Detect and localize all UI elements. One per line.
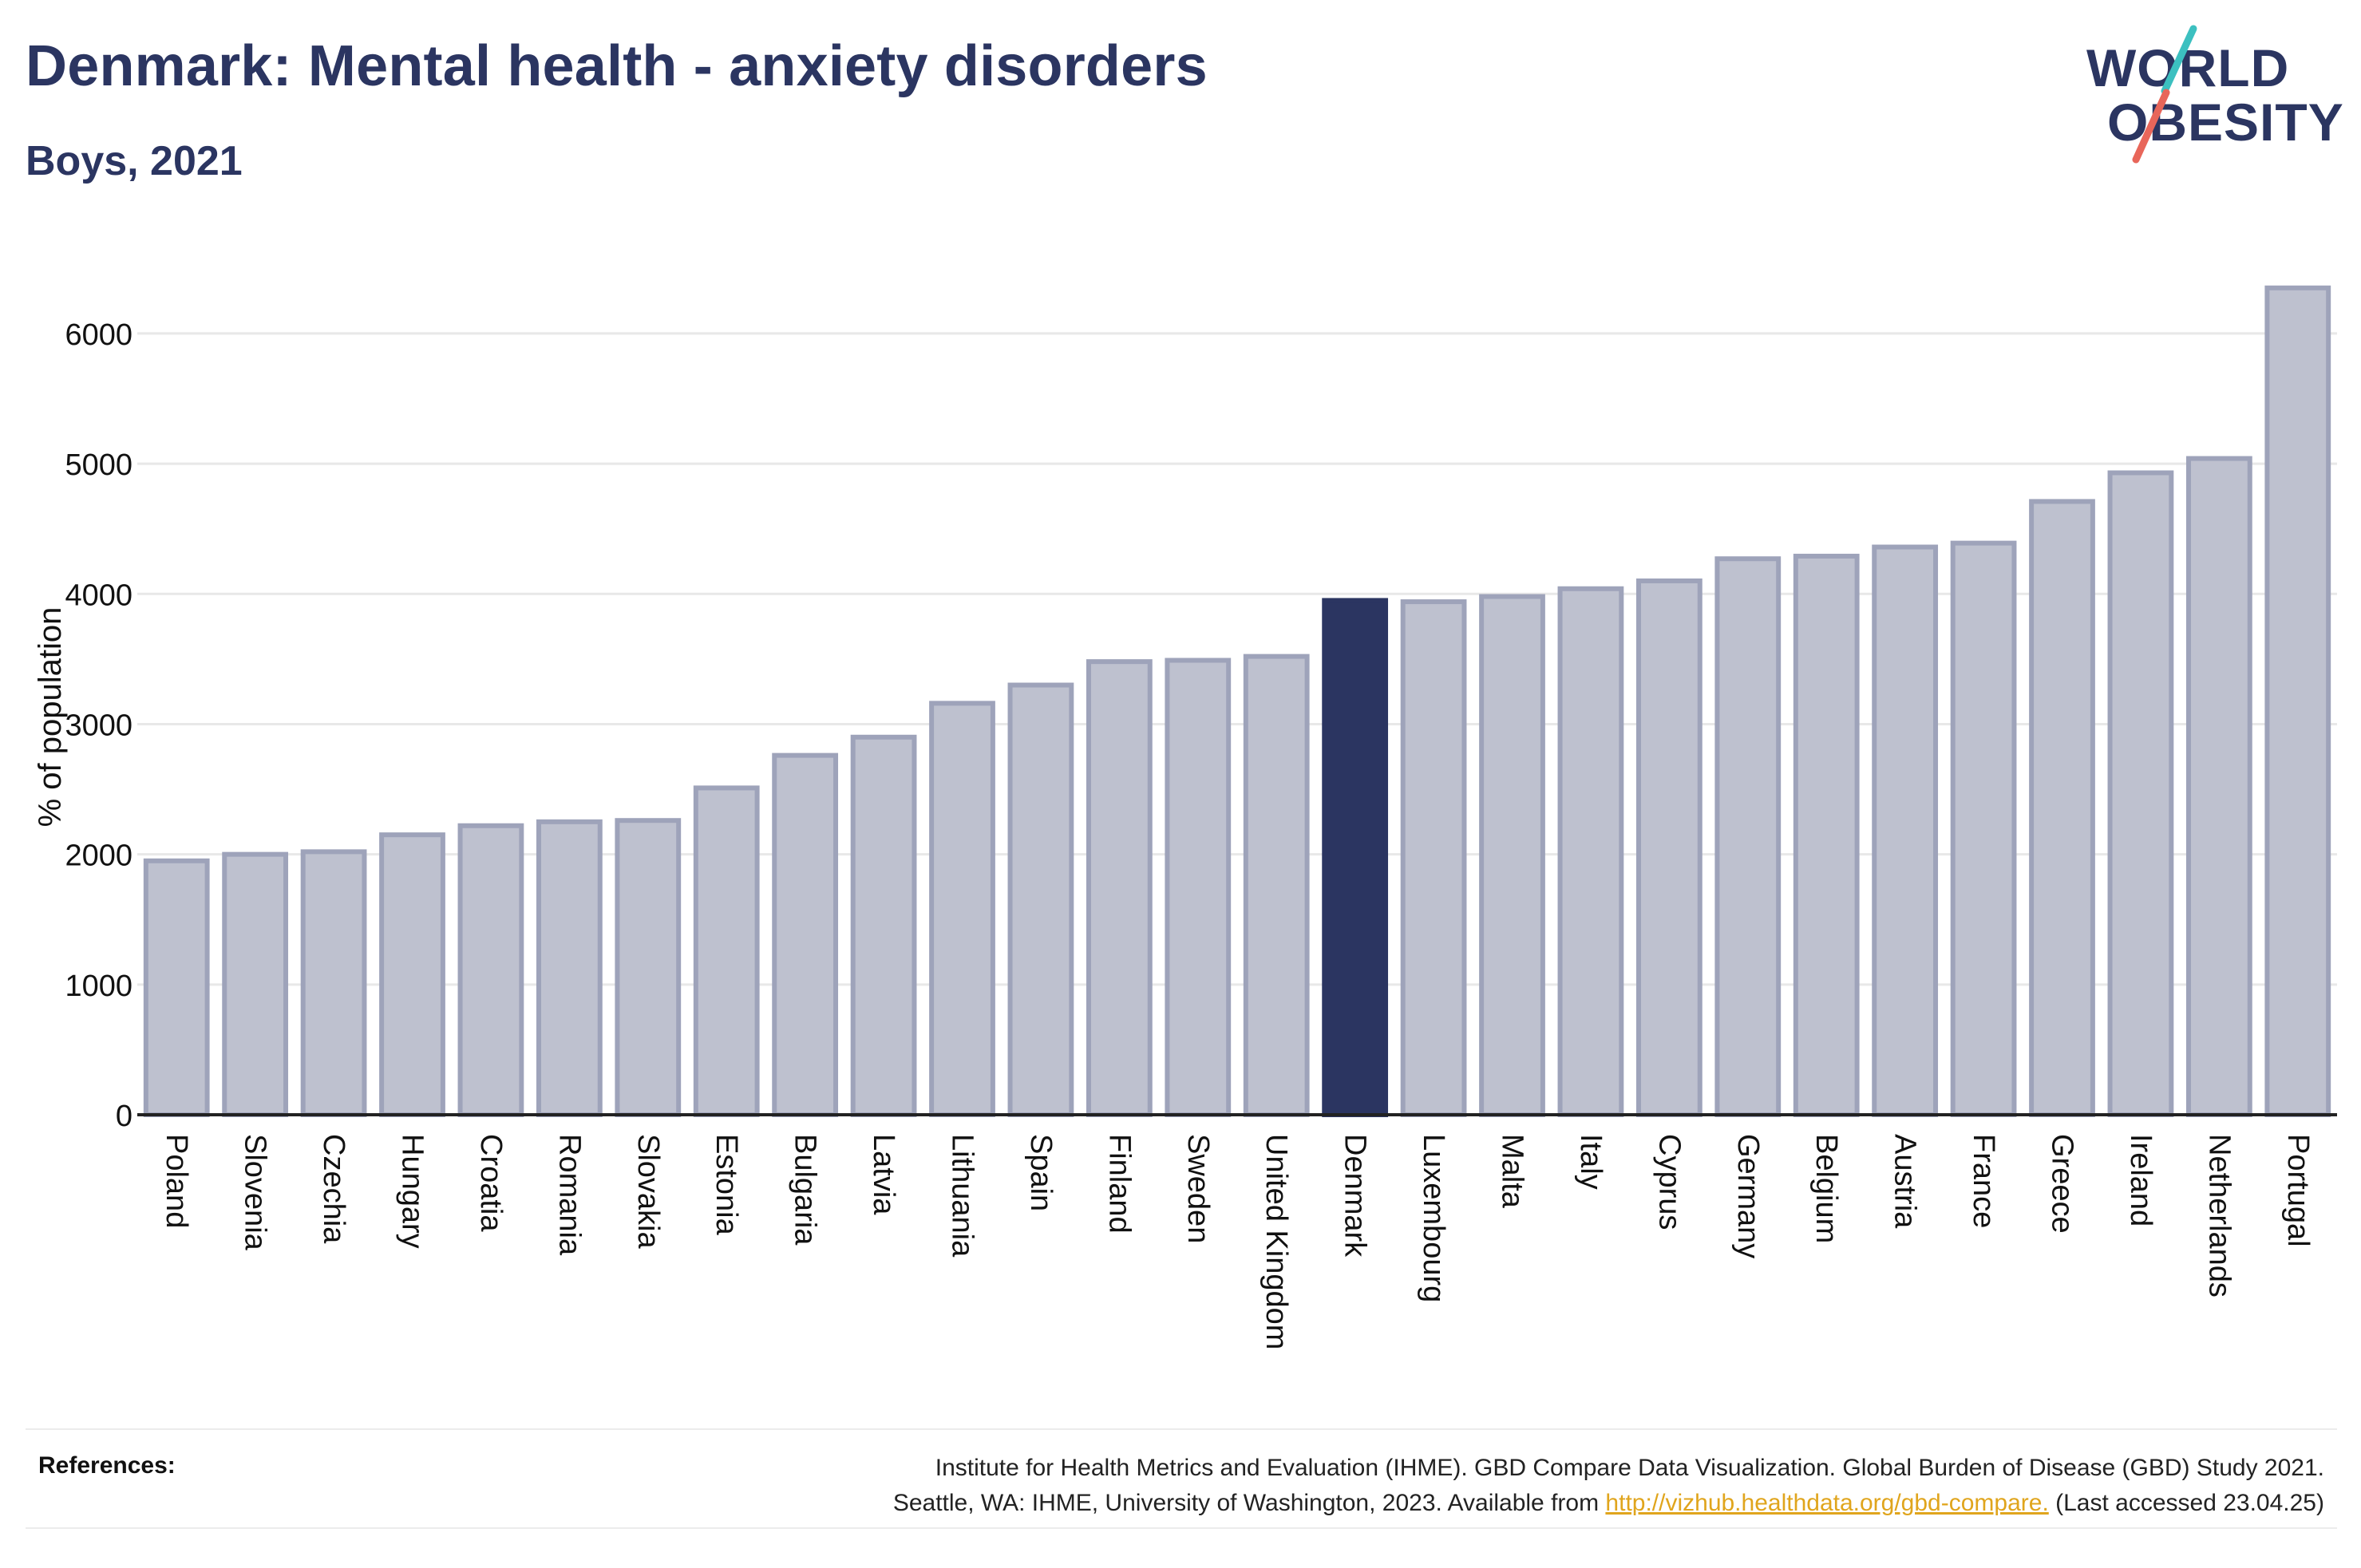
- x-tick-label: Hungary: [396, 1134, 429, 1249]
- y-tick-label: 1000: [65, 970, 132, 1003]
- x-tick-label: Latvia: [867, 1134, 900, 1215]
- x-tick-label: United Kingdom: [1260, 1134, 1293, 1349]
- bar-slovakia: [615, 818, 682, 1118]
- references-box: References: Institute for Health Metrics…: [26, 1428, 2337, 1529]
- bar-chart: 0 1000 2000 3000 4000 5000 6000 Poland Slovenia C…: [33, 285, 2337, 1349]
- y-tick-label: 0: [116, 1100, 132, 1133]
- bar-germany: [1714, 556, 1782, 1117]
- x-tick-label: Portugal: [2281, 1134, 2315, 1247]
- x-tick-label: Estonia: [710, 1134, 743, 1236]
- bar-slovenia: [222, 851, 289, 1117]
- bar-belgium: [1793, 553, 1860, 1117]
- y-tick-label: 6000: [65, 318, 132, 352]
- y-tick-label: 3000: [65, 709, 132, 742]
- x-tick-label: Spain: [1024, 1134, 1058, 1211]
- x-tick-label: Belgium: [1809, 1134, 1843, 1243]
- x-tick-label: Croatia: [474, 1134, 508, 1232]
- bar-sweden: [1165, 658, 1232, 1117]
- bar-bulgaria: [772, 752, 839, 1117]
- x-tick-label: Slovakia: [631, 1134, 665, 1249]
- x-tick-label: Greece: [2046, 1134, 2079, 1234]
- bar-ireland: [2107, 470, 2174, 1117]
- x-tick-label: Germany: [1731, 1134, 1765, 1258]
- axes: 0 1000 2000 3000 4000 5000 6000 Poland Slovenia C…: [65, 318, 2337, 1349]
- references-line1: Institute for Health Metrics and Evaluat…: [935, 1455, 2324, 1481]
- bar-denmark: [1322, 598, 1389, 1117]
- x-tick-label: Romania: [552, 1134, 586, 1256]
- bar-croatia: [457, 823, 524, 1117]
- x-tick-label: Ireland: [2124, 1134, 2157, 1226]
- bar-portugal: [2264, 285, 2331, 1118]
- y-tick-label: 5000: [65, 448, 132, 482]
- bars: [143, 285, 2331, 1118]
- logo-slash-red: [2132, 89, 2170, 164]
- bar-poland: [143, 858, 210, 1117]
- bar-romania: [536, 819, 603, 1118]
- x-tick-label: Bulgaria: [789, 1134, 822, 1246]
- bar-latvia: [850, 734, 917, 1117]
- references-text: Institute for Health Metrics and Evaluat…: [893, 1451, 2324, 1521]
- y-tick-label: 2000: [65, 839, 132, 873]
- references-label: References:: [38, 1452, 176, 1479]
- bar-france: [1950, 540, 2017, 1117]
- x-tick-label: Denmark: [1339, 1134, 1372, 1258]
- bar-spain: [1007, 682, 1074, 1117]
- chart-title: Denmark: Mental health - anxiety disorde…: [26, 34, 1208, 98]
- references-line2-prefix: Seattle, WA: IHME, University of Washing…: [892, 1490, 1606, 1516]
- x-tick-label: Czechia: [317, 1134, 350, 1244]
- x-tick-label: Austria: [1888, 1134, 1922, 1229]
- bar-malta: [1479, 594, 1545, 1117]
- logo-slash-teal: [2161, 25, 2197, 95]
- x-tick-label: Slovenia: [239, 1134, 272, 1251]
- references-line2-suffix: (Last accessed 23.04.25): [2048, 1490, 2324, 1516]
- bar-austria: [1872, 544, 1939, 1117]
- x-tick-label: Malta: [1496, 1134, 1529, 1209]
- x-tick-label: France: [1967, 1134, 2000, 1228]
- x-tick-label: Luxembourg: [1417, 1134, 1450, 1302]
- x-tick-label: Poland: [160, 1134, 193, 1228]
- x-tick-label: Italy: [1574, 1134, 1608, 1190]
- world-obesity-logo: WORLD OBESITY: [2086, 25, 2343, 164]
- bar-finland: [1086, 659, 1153, 1117]
- x-tick-label: Cyprus: [1652, 1134, 1686, 1230]
- bar-estonia: [693, 785, 760, 1117]
- references-link[interactable]: http://vizhub.healthdata.org/gbd-compare…: [1605, 1490, 2049, 1516]
- bar-greece: [2029, 499, 2095, 1117]
- bar-hungary: [379, 832, 445, 1117]
- chart-subtitle: Boys, 2021: [26, 138, 243, 184]
- references-line2: Seattle, WA: IHME, University of Washing…: [893, 1486, 2324, 1521]
- y-axis-label: % of population: [33, 607, 68, 827]
- bar-cyprus: [1635, 578, 1703, 1117]
- bar-italy: [1557, 586, 1624, 1117]
- x-tick-label: Sweden: [1181, 1134, 1215, 1243]
- bar-luxembourg: [1400, 599, 1467, 1117]
- x-tick-label: Netherlands: [2202, 1134, 2236, 1297]
- bar-united-kingdom: [1243, 654, 1310, 1117]
- bar-czechia: [300, 849, 367, 1117]
- bar-lithuania: [929, 701, 995, 1117]
- bar-netherlands: [2185, 456, 2252, 1117]
- y-tick-label: 4000: [65, 579, 132, 612]
- x-tick-label: Finland: [1102, 1134, 1136, 1234]
- x-tick-label: Lithuania: [946, 1134, 979, 1258]
